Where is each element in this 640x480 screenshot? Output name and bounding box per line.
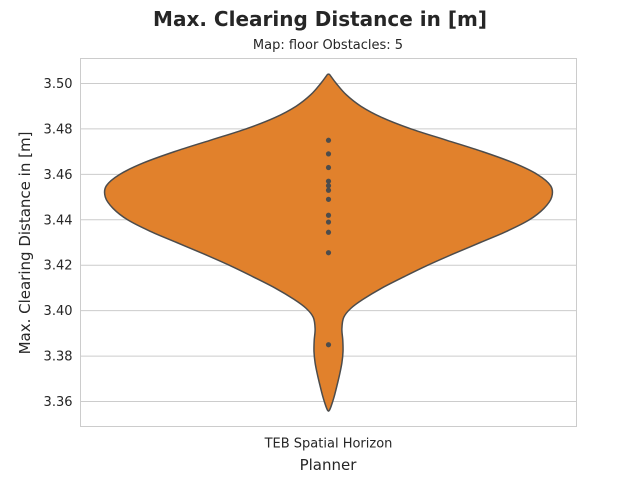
x-axis-label: Planner [300, 456, 358, 474]
data-point [325, 229, 332, 235]
data-point [325, 250, 332, 256]
y-tick-label: 3.40 [44, 304, 73, 319]
violin-group [103, 73, 554, 412]
y-tick-label: 3.48 [44, 122, 73, 137]
data-point [325, 137, 332, 143]
x-tick-labels: TEB Spatial Horizon [264, 437, 393, 452]
data-point [325, 212, 332, 218]
y-axis-label: Max. Clearing Distance in [m] [16, 132, 34, 355]
data-point [325, 178, 332, 184]
y-tick-label: 3.46 [44, 168, 73, 183]
chart-title: Max. Clearing Distance in [m] [153, 7, 487, 31]
data-points [325, 137, 332, 348]
data-point [325, 342, 332, 348]
violin-body [103, 73, 554, 412]
x-tick-label: TEB Spatial Horizon [264, 437, 393, 452]
data-point [325, 219, 332, 225]
chart-subtitle: Map: floor Obstacles: 5 [253, 38, 403, 53]
data-point [325, 183, 332, 189]
data-point [325, 187, 332, 193]
y-tick-label: 3.44 [44, 213, 73, 228]
y-tick-label: 3.42 [44, 259, 73, 274]
y-tick-label: 3.38 [44, 350, 73, 365]
y-tick-label: 3.36 [44, 395, 73, 410]
data-point [325, 151, 332, 157]
y-tick-labels: 3.36 3.38 3.40 3.42 3.44 3.46 3.48 3.50 [44, 77, 73, 410]
data-point [325, 196, 332, 202]
plot-frame [80, 58, 577, 427]
y-tick-label: 3.50 [44, 77, 73, 92]
data-point [325, 164, 332, 171]
